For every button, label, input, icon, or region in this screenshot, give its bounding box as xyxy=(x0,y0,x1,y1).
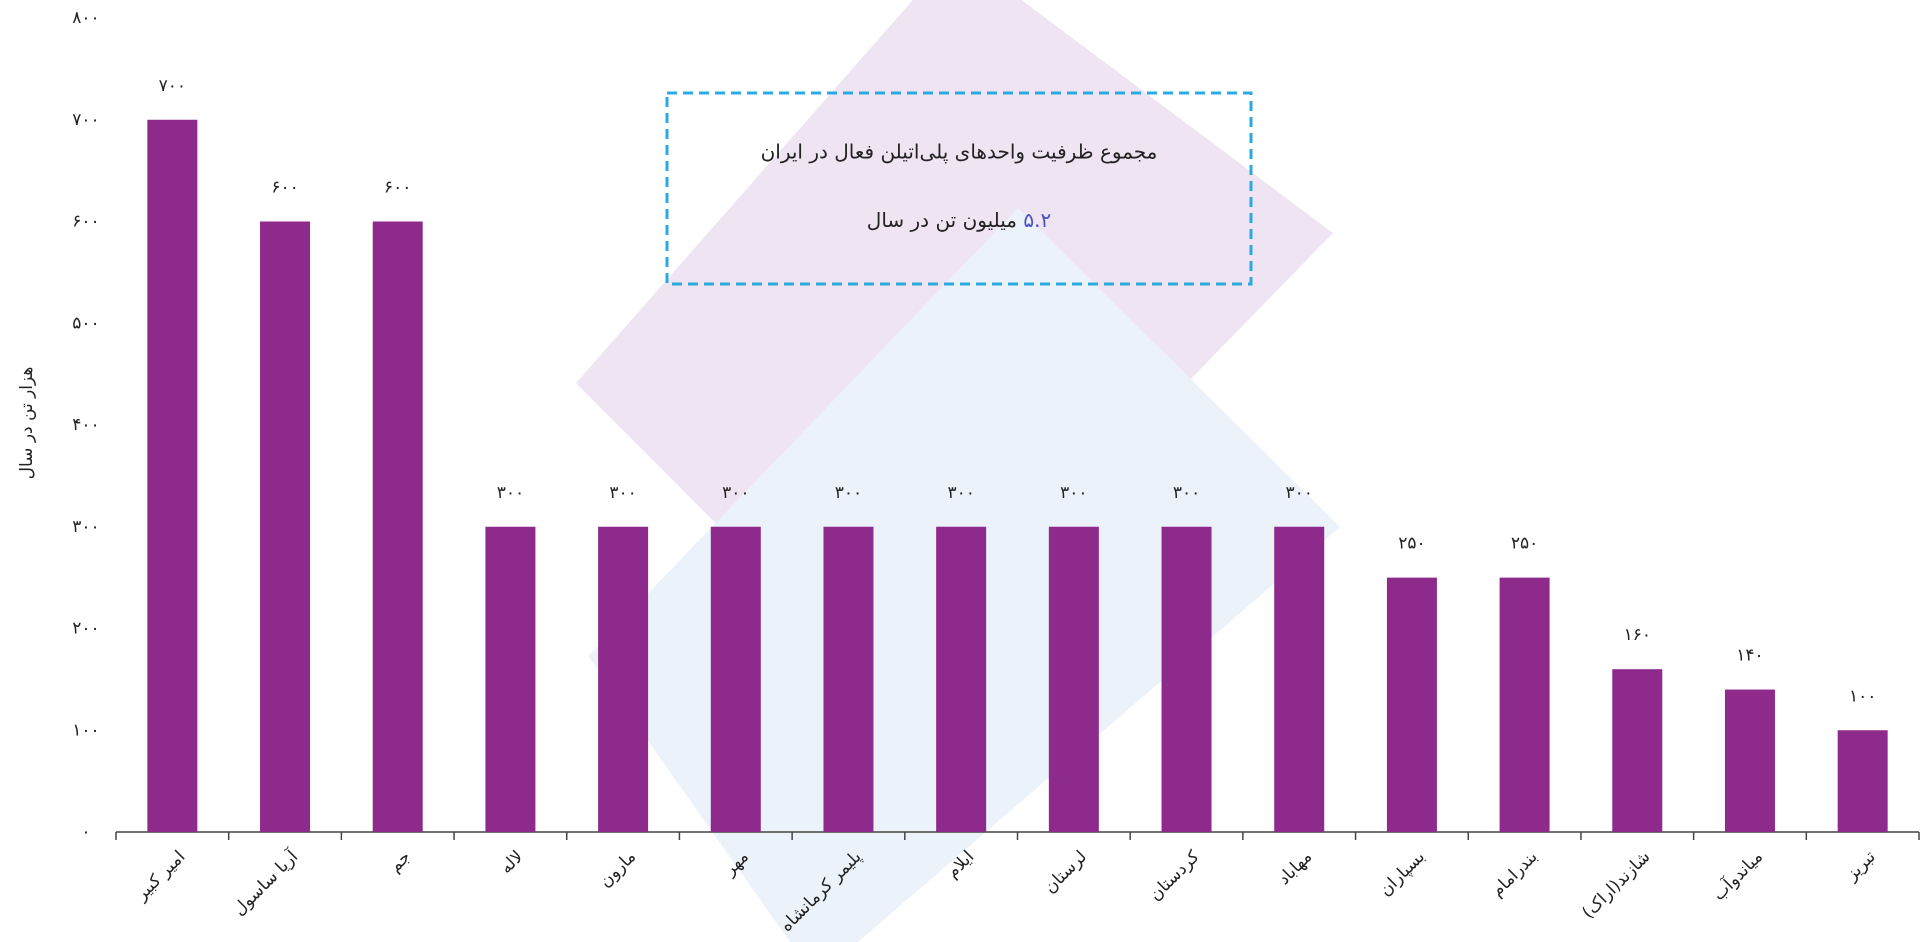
x-tick-label: میاندوآب xyxy=(1708,846,1767,905)
x-tick-label: کردستان xyxy=(1146,846,1205,905)
value-label: ۱۴۰ xyxy=(1736,646,1763,666)
bar xyxy=(260,221,311,832)
y-tick-label: ۳۰۰ xyxy=(72,517,99,537)
value-label: ۳۰۰ xyxy=(835,483,862,503)
value-label: ۱۰۰ xyxy=(1849,686,1876,706)
bar xyxy=(823,526,874,832)
bar xyxy=(1837,730,1888,832)
bar xyxy=(1724,689,1775,832)
value-label: ۳۰۰ xyxy=(1286,483,1313,503)
x-tick-label: بسپاران xyxy=(1376,847,1429,900)
y-tick-label: ۲۰۰ xyxy=(72,619,99,639)
annotation-unit: میلیون تن در سال xyxy=(867,208,1017,232)
value-label: ۷۰۰ xyxy=(159,76,186,96)
x-tick-label: بندرامام xyxy=(1488,847,1542,901)
bar xyxy=(372,221,423,832)
value-label: ۳۰۰ xyxy=(497,483,524,503)
x-tick-label: جم xyxy=(385,847,415,877)
y-tick-label: ۴۰۰ xyxy=(72,415,99,435)
bar xyxy=(1274,526,1325,832)
bar xyxy=(1161,526,1212,832)
value-label: ۳۰۰ xyxy=(722,483,749,503)
annotation-value: ۵.۲ میلیون تن در سال xyxy=(867,208,1051,232)
bar xyxy=(1499,577,1550,832)
value-label: ۲۵۰ xyxy=(1511,534,1538,554)
value-label: ۳۰۰ xyxy=(1060,483,1087,503)
bar xyxy=(485,526,536,832)
annotation-number: ۵.۲ xyxy=(1023,208,1051,232)
x-tick-label: امیر کبیر xyxy=(131,847,189,905)
x-tick-label: تبریز xyxy=(1841,847,1880,886)
y-tick-label: ۱۰۰ xyxy=(72,720,99,740)
value-label: ۶۰۰ xyxy=(384,178,411,198)
bar xyxy=(936,526,987,832)
y-tick-label: ۶۰۰ xyxy=(72,212,99,232)
value-label: ۲۵۰ xyxy=(1398,534,1425,554)
y-tick-label: ۰ xyxy=(81,822,90,842)
value-label: ۶۰۰ xyxy=(271,178,298,198)
bar xyxy=(598,526,649,832)
y-tick-label: ۷۰۰ xyxy=(72,110,99,130)
bar xyxy=(1386,577,1437,832)
x-tick-label: آریا ساسول xyxy=(228,845,303,920)
bar xyxy=(710,526,761,832)
value-label: ۳۰۰ xyxy=(1173,483,1200,503)
y-tick-label: ۵۰۰ xyxy=(72,313,99,333)
x-tick-label: لرستان xyxy=(1040,847,1091,898)
x-tick-label: لاله xyxy=(496,847,527,878)
x-tick-label: مهاباد xyxy=(1274,847,1316,889)
annotation-text: مجموع ظرفیت واحدهای پلی‌اتیلن فعال در ای… xyxy=(761,140,1158,165)
value-label: ۳۰۰ xyxy=(947,483,974,503)
y-axis-label: هزار تن در سال xyxy=(17,367,37,480)
bar xyxy=(147,119,198,832)
annotation-box xyxy=(665,91,1253,286)
value-label: ۳۰۰ xyxy=(609,483,636,503)
value-label: ۱۶۰ xyxy=(1624,625,1651,645)
bar xyxy=(1612,669,1663,832)
bar xyxy=(1048,526,1099,832)
x-tick-label: مارون xyxy=(595,847,640,892)
x-tick-label: شازند(اراک) xyxy=(1578,847,1654,923)
y-tick-label: ۸۰۰ xyxy=(72,8,99,28)
